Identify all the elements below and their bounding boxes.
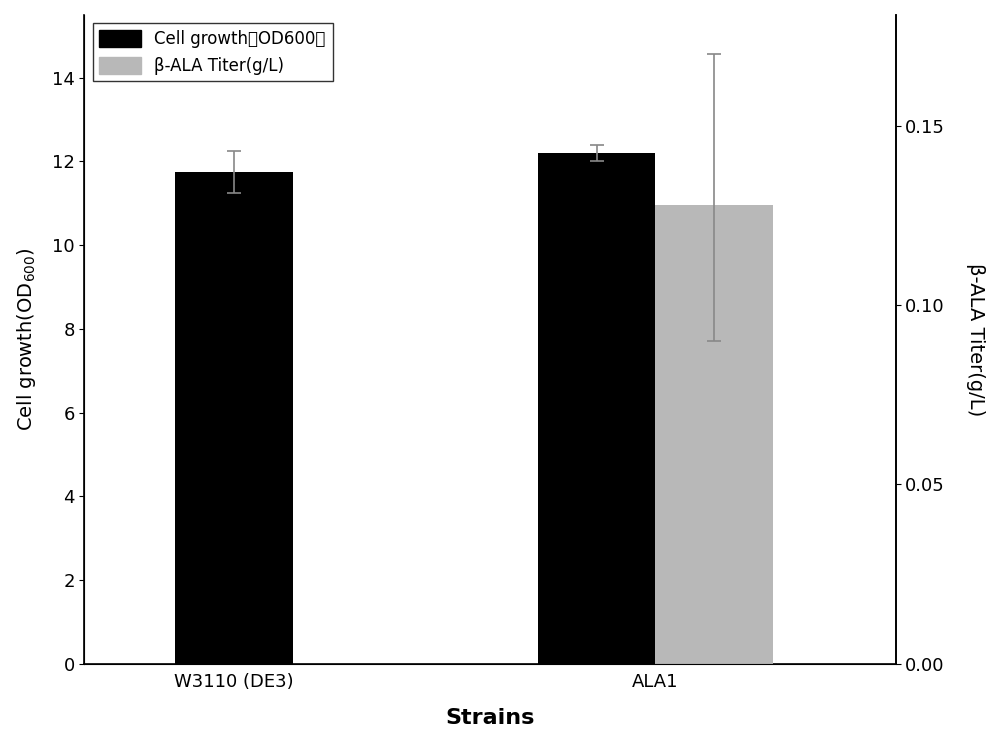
Bar: [175, 172, 293, 663]
Y-axis label: Cell growth(OD$_{600}$): Cell growth(OD$_{600}$): [15, 247, 38, 431]
Bar: [538, 153, 655, 663]
Bar: [655, 204, 773, 663]
Legend: Cell growth（OD600）, β-ALA Titer(g/L): Cell growth（OD600）, β-ALA Titer(g/L): [93, 23, 333, 81]
X-axis label: Strains: Strains: [445, 708, 535, 728]
Y-axis label: β-ALA Titer(g/L): β-ALA Titer(g/L): [966, 263, 985, 416]
